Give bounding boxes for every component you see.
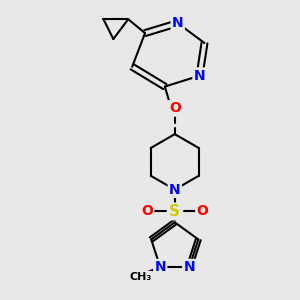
Text: N: N	[154, 260, 166, 274]
Text: O: O	[169, 101, 181, 116]
Text: N: N	[172, 16, 184, 30]
Text: S: S	[169, 204, 180, 219]
Text: O: O	[196, 204, 208, 218]
Text: O: O	[141, 204, 153, 218]
Text: N: N	[184, 260, 195, 274]
Text: N: N	[194, 69, 205, 83]
Text: CH₃: CH₃	[129, 272, 152, 282]
Text: N: N	[169, 183, 181, 196]
